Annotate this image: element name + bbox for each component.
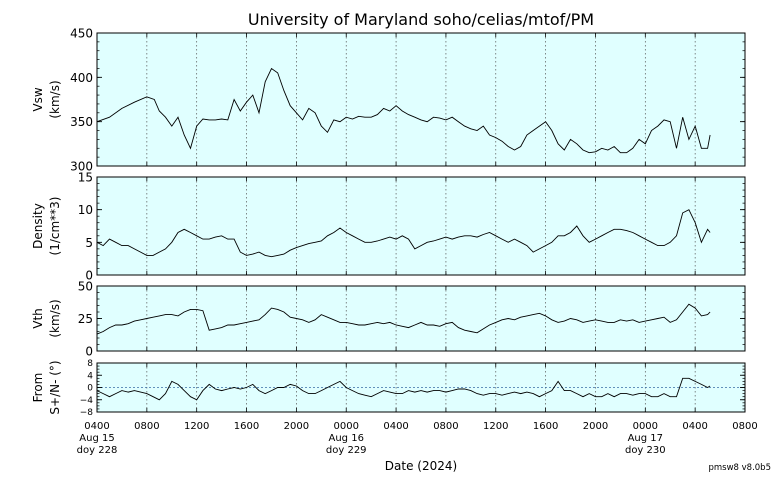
series-vth — [96, 303, 711, 335]
series-vsw — [96, 67, 711, 154]
y-tick-label: 400 — [70, 71, 93, 85]
y-tick-label: −4 — [80, 396, 94, 406]
y-axis-unit-label: S+/N- (°) — [48, 360, 62, 414]
x-date-label: Aug 17 — [628, 433, 663, 444]
y-tick-label: 5 — [85, 236, 93, 250]
x-tick-label: 0800 — [433, 421, 458, 432]
x-tick-label: 0000 — [633, 421, 658, 432]
x-date-label: Aug 16 — [329, 433, 364, 444]
y-axis-unit-label: (km/s) — [48, 299, 62, 337]
x-date-label: Aug 15 — [79, 433, 114, 444]
y-tick-label: 25 — [78, 312, 93, 326]
x-axis-label: Date (2024) — [385, 459, 457, 473]
x-tick-label: 1200 — [184, 421, 209, 432]
y-axis-label: From — [31, 373, 45, 403]
panel-background — [97, 286, 745, 351]
panel-background — [97, 33, 745, 166]
y-tick-label: 0 — [85, 345, 93, 359]
panel-frame — [96, 32, 746, 167]
panel-vth: 0 25 50 Vth (km/s) — [31, 280, 746, 359]
panel-background — [97, 177, 745, 275]
x-tick-label: 0800 — [732, 421, 757, 432]
x-tick-label: 0400 — [682, 421, 707, 432]
version-label: pmsw8 v8.0b5 — [708, 463, 771, 473]
y-tick-label: 350 — [70, 115, 93, 129]
panel-vsw: 300 350 400 450 Vsw (km/s) — [31, 27, 746, 174]
y-axis-label: Vth — [31, 308, 45, 329]
panel-frame — [96, 176, 746, 276]
x-tick-label: 1200 — [483, 421, 508, 432]
series-density — [96, 209, 711, 258]
y-tick-label: 4 — [87, 371, 93, 381]
y-tick-label: −8 — [80, 408, 94, 418]
x-tick-label: 0000 — [334, 421, 359, 432]
x-tick-label: 1600 — [533, 421, 558, 432]
x-doy-label: doy 229 — [326, 445, 367, 456]
x-tick-label: 0800 — [134, 421, 159, 432]
x-tick-label: 2000 — [284, 421, 309, 432]
series-from — [96, 377, 711, 401]
chart-title: University of Maryland soho/celias/mtof/… — [248, 10, 594, 29]
x-doy-label: doy 228 — [77, 445, 118, 456]
x-tick-label: 2000 — [583, 421, 608, 432]
y-tick-label: 50 — [78, 280, 93, 294]
y-tick-label: 8 — [87, 359, 93, 369]
y-tick-label: 0 — [87, 384, 93, 394]
y-tick-label: 10 — [78, 203, 93, 217]
y-tick-label: 450 — [70, 27, 93, 41]
y-tick-label: 0 — [85, 269, 93, 283]
y-axis-label: Density — [31, 203, 45, 249]
y-tick-label: 300 — [70, 160, 93, 174]
y-axis-label: Vsw — [31, 87, 45, 111]
y-tick-label: 15 — [78, 171, 93, 185]
y-axis-unit-label: (km/s) — [48, 80, 62, 118]
x-doy-label: doy 230 — [625, 445, 666, 456]
y-axis-unit-label: (1/cm**3) — [48, 197, 62, 256]
x-tick-label: 0400 — [383, 421, 408, 432]
x-tick-label: 0400 — [84, 421, 109, 432]
panel-density: 0 5 10 15 Density (1/cm**3) — [31, 171, 746, 283]
x-tick-label: 1600 — [234, 421, 259, 432]
panel-from: −8 −4 0 4 8 From S+/N- (°) — [31, 359, 746, 418]
